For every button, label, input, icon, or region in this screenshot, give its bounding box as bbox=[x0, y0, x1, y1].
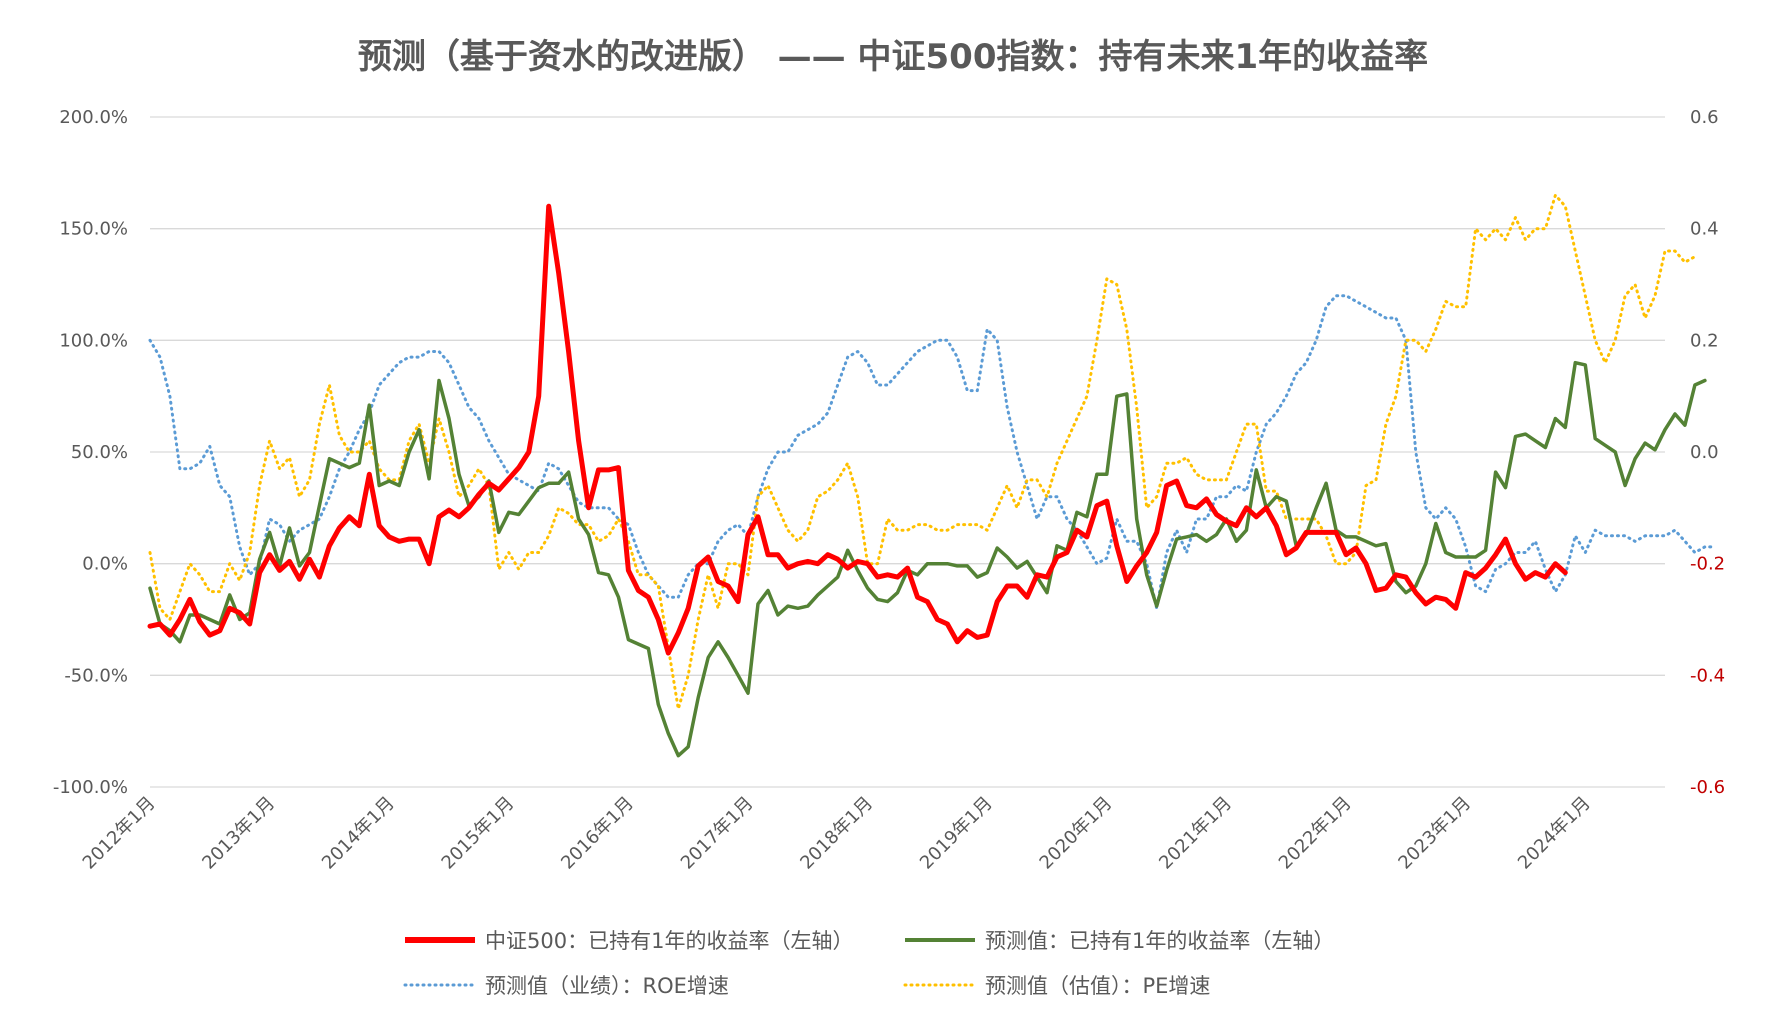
y-left-tick-label: -100.0% bbox=[53, 777, 128, 798]
x-tick-label: 2018年1月 bbox=[796, 793, 877, 874]
y-right-tick-label: 0.2 bbox=[1690, 330, 1719, 351]
y-left-tick-label: 50.0% bbox=[71, 442, 128, 463]
y-right-tick-label: 0.6 bbox=[1690, 107, 1719, 128]
y-right-tick-label: -0.4 bbox=[1690, 665, 1725, 686]
series-line-2 bbox=[148, 294, 1717, 610]
y-axis-left: 200.0% 150.0% 100.0% 50.0% 0.0% -50.0% -100.0% bbox=[53, 107, 128, 798]
y-right-tick-label: 0.4 bbox=[1690, 219, 1719, 240]
series-line-3 bbox=[148, 193, 1697, 711]
x-tick-label: 2022年1月 bbox=[1275, 793, 1356, 874]
series-line-1 bbox=[148, 360, 1707, 758]
x-tick-label: 2017年1月 bbox=[677, 793, 758, 874]
x-tick-label: 2023年1月 bbox=[1394, 793, 1475, 874]
y-left-tick-label: 100.0% bbox=[59, 330, 128, 351]
y-right-tick-label: -0.6 bbox=[1690, 777, 1725, 798]
legend-label: 中证500：已持有1年的收益率（左轴） bbox=[485, 929, 853, 953]
legend-item-1: 预测值：已持有1年的收益率（左轴） bbox=[905, 929, 1334, 953]
x-tick-label: 2019年1月 bbox=[916, 793, 997, 874]
legend-label: 预测值：已持有1年的收益率（左轴） bbox=[985, 929, 1334, 953]
grid bbox=[150, 116, 1665, 788]
x-tick-label: 2020年1月 bbox=[1036, 793, 1117, 874]
x-tick-label: 2015年1月 bbox=[438, 793, 519, 874]
legend-item-3: 预测值（估值）：PE增速 bbox=[903, 974, 1210, 998]
legend-item-2: 预测值（业绩）：ROE增速 bbox=[403, 974, 729, 998]
y-left-tick-label: 150.0% bbox=[59, 219, 128, 240]
y-right-tick-label: -0.2 bbox=[1690, 554, 1725, 575]
series-line-0 bbox=[147, 203, 1568, 656]
y-left-tick-label: -50.0% bbox=[64, 665, 128, 686]
legend: 中证500：已持有1年的收益率（左轴） 预测值：已持有1年的收益率（左轴） 预测值（… bbox=[403, 929, 1334, 998]
y-left-tick-label: 0.0% bbox=[82, 554, 128, 575]
legend-label: 预测值（业绩）：ROE增速 bbox=[485, 974, 729, 998]
chart-title: 预测（基于资水的改进版） —— 中证500指数：持有未来1年的收益率 bbox=[358, 37, 1428, 77]
y-left-tick-label: 200.0% bbox=[59, 107, 128, 128]
x-axis: 2012年1月 2013年1月 2014年1月 2015年1月 2016年1月 2017年… bbox=[79, 793, 1595, 874]
x-tick-label: 2014年1月 bbox=[318, 793, 399, 874]
x-tick-label: 2013年1月 bbox=[198, 793, 279, 874]
y-axis-right: 0.6 0.4 0.2 0.0 -0.2 -0.4 -0.6 bbox=[1690, 107, 1725, 798]
x-tick-label: 2016年1月 bbox=[557, 793, 638, 874]
legend-label: 预测值（估值）：PE增速 bbox=[985, 974, 1210, 998]
x-tick-label: 2024年1月 bbox=[1514, 793, 1595, 874]
plot-area bbox=[147, 193, 1717, 758]
y-right-tick-label: 0.0 bbox=[1690, 442, 1719, 463]
legend-item-0: 中证500：已持有1年的收益率（左轴） bbox=[405, 929, 853, 953]
x-tick-label: 2021年1月 bbox=[1155, 793, 1236, 874]
x-tick-label: 2012年1月 bbox=[79, 793, 160, 874]
